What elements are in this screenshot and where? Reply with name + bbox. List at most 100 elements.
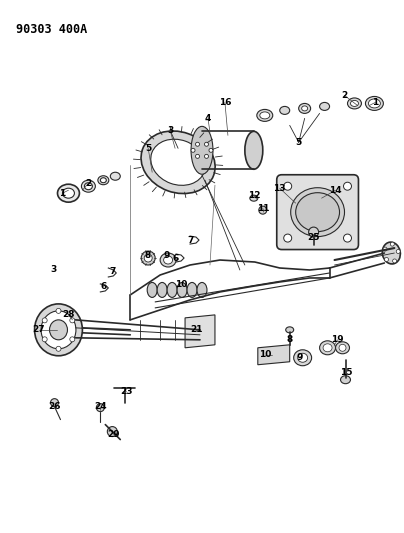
Circle shape — [343, 182, 351, 190]
Circle shape — [97, 403, 104, 411]
Ellipse shape — [197, 282, 207, 297]
Circle shape — [196, 155, 200, 158]
Ellipse shape — [320, 102, 330, 110]
Ellipse shape — [351, 100, 358, 107]
Text: 19: 19 — [331, 335, 344, 344]
Text: 11: 11 — [257, 204, 269, 213]
Text: 8: 8 — [286, 335, 293, 344]
Circle shape — [204, 142, 208, 146]
Circle shape — [259, 206, 267, 214]
Ellipse shape — [187, 282, 197, 297]
Circle shape — [196, 142, 200, 146]
Ellipse shape — [147, 282, 157, 297]
Text: 24: 24 — [94, 402, 107, 411]
Ellipse shape — [35, 304, 82, 356]
Text: 5: 5 — [296, 138, 302, 147]
Circle shape — [42, 337, 47, 342]
Circle shape — [42, 318, 47, 323]
Ellipse shape — [110, 172, 120, 180]
Ellipse shape — [245, 131, 263, 169]
Circle shape — [56, 309, 61, 313]
Circle shape — [385, 257, 389, 262]
Text: 2: 2 — [85, 179, 92, 188]
Text: 12: 12 — [248, 191, 260, 200]
Ellipse shape — [84, 183, 93, 190]
Ellipse shape — [347, 98, 362, 109]
Ellipse shape — [257, 109, 273, 122]
Ellipse shape — [299, 103, 311, 114]
Circle shape — [383, 247, 387, 251]
Ellipse shape — [260, 112, 270, 119]
Circle shape — [284, 234, 292, 242]
Ellipse shape — [98, 176, 109, 185]
Ellipse shape — [164, 256, 173, 264]
FancyBboxPatch shape — [277, 175, 358, 249]
Text: 16: 16 — [219, 98, 231, 107]
Ellipse shape — [144, 254, 152, 262]
Text: 28: 28 — [62, 310, 75, 319]
Ellipse shape — [191, 126, 213, 174]
Ellipse shape — [50, 320, 67, 340]
Ellipse shape — [336, 342, 349, 354]
Ellipse shape — [320, 341, 336, 355]
Circle shape — [50, 399, 59, 407]
Circle shape — [107, 426, 117, 437]
Circle shape — [70, 337, 75, 342]
Text: 14: 14 — [329, 185, 342, 195]
Text: 90303 400A: 90303 400A — [16, 22, 87, 36]
Circle shape — [396, 249, 400, 254]
Circle shape — [390, 242, 394, 246]
Text: 9: 9 — [164, 251, 170, 260]
Polygon shape — [185, 315, 215, 348]
Text: 2: 2 — [341, 91, 347, 100]
Circle shape — [309, 227, 319, 237]
Ellipse shape — [167, 282, 177, 297]
Text: 10: 10 — [175, 280, 187, 289]
Ellipse shape — [151, 139, 205, 185]
Ellipse shape — [280, 107, 290, 115]
Text: 4: 4 — [205, 114, 211, 123]
Ellipse shape — [193, 131, 211, 169]
Text: 26: 26 — [48, 402, 61, 411]
Text: 8: 8 — [144, 251, 150, 260]
Ellipse shape — [41, 311, 76, 349]
Ellipse shape — [298, 353, 307, 362]
Circle shape — [70, 318, 75, 323]
Ellipse shape — [141, 251, 155, 265]
Ellipse shape — [100, 177, 106, 183]
Text: 3: 3 — [50, 265, 57, 274]
Circle shape — [343, 234, 351, 242]
Ellipse shape — [160, 253, 176, 267]
Text: 5: 5 — [145, 144, 152, 153]
Ellipse shape — [294, 350, 311, 366]
Text: 1: 1 — [59, 189, 65, 198]
Text: 9: 9 — [297, 353, 303, 362]
Ellipse shape — [366, 96, 383, 110]
Ellipse shape — [157, 282, 167, 297]
Text: 7: 7 — [109, 268, 116, 277]
Ellipse shape — [177, 282, 187, 297]
Text: 1: 1 — [372, 98, 379, 107]
Circle shape — [209, 148, 213, 152]
Polygon shape — [258, 345, 290, 365]
Ellipse shape — [302, 106, 307, 111]
Text: 15: 15 — [340, 368, 353, 377]
Text: 13: 13 — [274, 184, 286, 193]
Text: 21: 21 — [190, 325, 202, 334]
Text: 23: 23 — [120, 387, 133, 396]
Ellipse shape — [368, 99, 381, 108]
Text: 7: 7 — [188, 236, 194, 245]
Circle shape — [393, 259, 397, 263]
Ellipse shape — [339, 344, 346, 351]
Text: 6: 6 — [173, 254, 179, 263]
Circle shape — [56, 346, 61, 351]
Text: 10: 10 — [259, 350, 271, 359]
Ellipse shape — [82, 180, 95, 192]
Circle shape — [284, 182, 292, 190]
Text: 3: 3 — [167, 126, 173, 135]
Circle shape — [191, 148, 195, 152]
Ellipse shape — [323, 344, 332, 352]
Ellipse shape — [141, 131, 215, 193]
Ellipse shape — [286, 327, 294, 333]
Ellipse shape — [291, 188, 345, 237]
